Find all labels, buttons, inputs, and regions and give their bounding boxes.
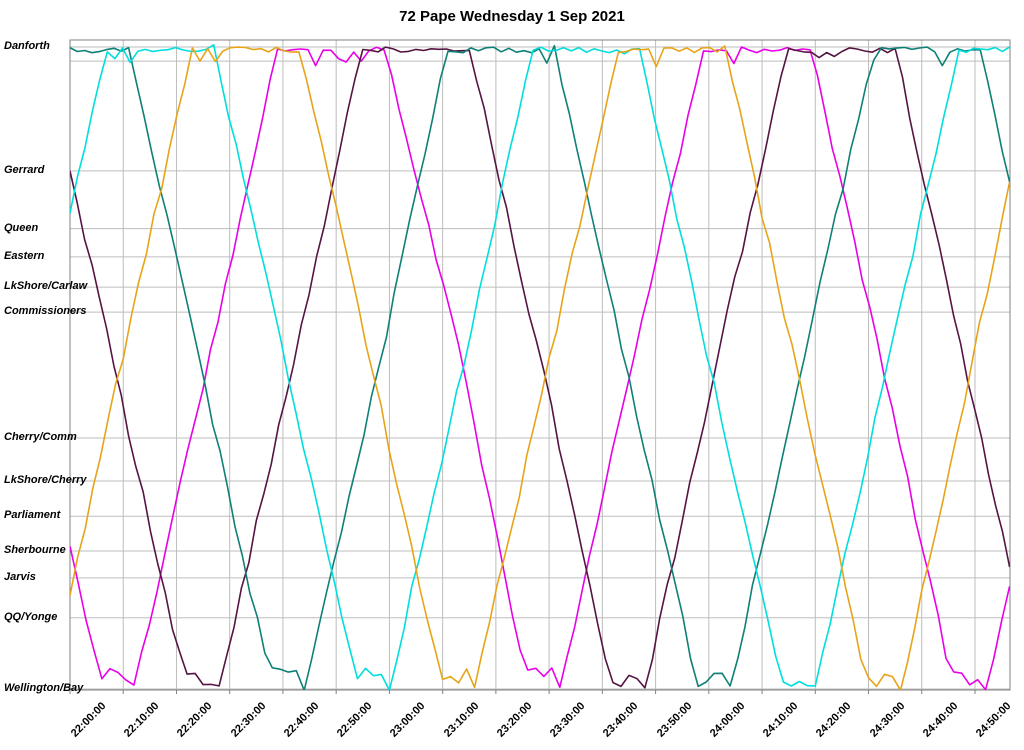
station-label: Danforth xyxy=(4,40,50,52)
chart-title: 72 Pape Wednesday 1 Sep 2021 xyxy=(399,8,625,25)
station-label: Wellington/Bay xyxy=(4,682,84,694)
series-run-1 xyxy=(70,46,1010,690)
station-label: Gerrard xyxy=(4,163,45,176)
plot-border xyxy=(69,39,1011,691)
station-label: Parliament xyxy=(4,509,61,522)
series-run-4 xyxy=(70,43,1010,690)
station-label: QQ/Yonge xyxy=(4,610,58,623)
station-label: LkShore/Carlaw xyxy=(4,280,88,293)
station-label: Cherry/Comm xyxy=(4,430,77,443)
series-run-3 xyxy=(70,44,1010,690)
station-label: Eastern xyxy=(4,249,45,262)
station-label: Sherbourne xyxy=(4,543,66,556)
station-label: Jarvis xyxy=(4,570,36,583)
series-run-5 xyxy=(70,45,1010,690)
station-label: Commissioners xyxy=(4,305,87,318)
series-run-2 xyxy=(70,46,1010,689)
station-label: LkShore/Cherry xyxy=(4,473,87,486)
station-label: Queen xyxy=(4,221,39,234)
